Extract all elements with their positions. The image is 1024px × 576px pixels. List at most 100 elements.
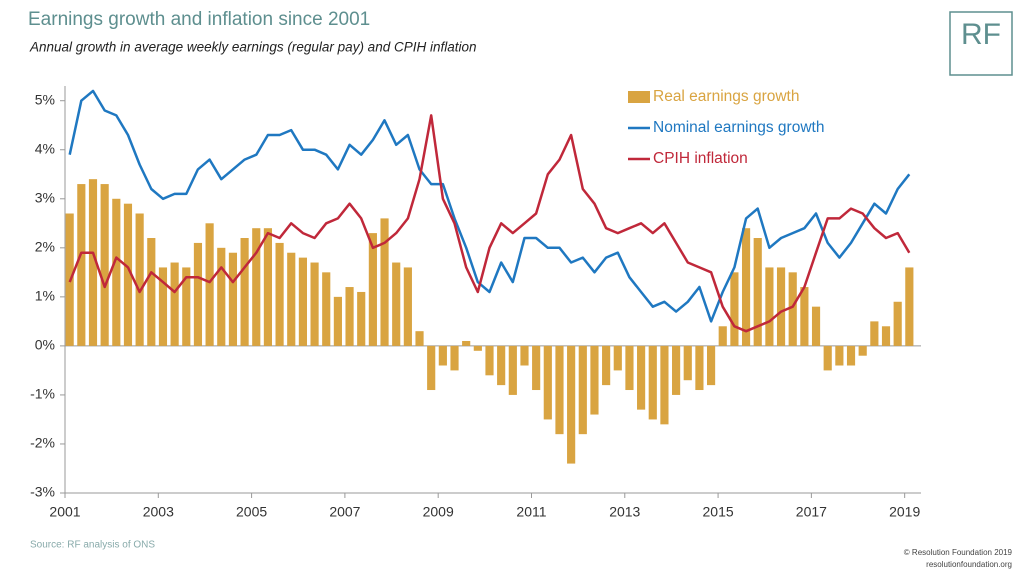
bar xyxy=(497,345,506,386)
bar xyxy=(217,247,226,346)
line xyxy=(68,114,911,333)
bar xyxy=(193,242,203,346)
bar xyxy=(718,326,727,346)
bar xyxy=(695,345,704,391)
bar xyxy=(77,184,86,346)
bar xyxy=(333,296,342,346)
bar xyxy=(205,223,214,346)
bar xyxy=(776,267,786,346)
bar xyxy=(298,257,307,346)
bar xyxy=(182,267,191,346)
x-tick-label: 2017 xyxy=(796,504,827,520)
x-tick-label: 2005 xyxy=(236,504,267,520)
bar xyxy=(147,238,156,346)
bar xyxy=(602,345,611,386)
bar xyxy=(613,345,622,371)
bar xyxy=(450,345,459,371)
bar xyxy=(567,345,576,464)
bar xyxy=(275,242,284,346)
x-tick-label: 2009 xyxy=(423,504,454,520)
bar xyxy=(532,345,541,391)
bar xyxy=(263,228,273,346)
bar xyxy=(578,345,587,435)
bar xyxy=(427,345,436,391)
bar xyxy=(648,345,657,420)
bar xyxy=(368,233,377,346)
bar xyxy=(753,238,762,346)
bar xyxy=(123,203,133,346)
y-tick-label: 3% xyxy=(35,189,55,205)
bar xyxy=(555,345,564,435)
line xyxy=(68,89,911,323)
x-tick-label: 2007 xyxy=(329,504,360,520)
bar xyxy=(683,345,692,381)
bar xyxy=(625,345,634,391)
bar xyxy=(520,345,529,366)
bar xyxy=(473,345,482,351)
bar xyxy=(811,306,821,346)
website: resolutionfoundation.org xyxy=(926,560,1012,569)
y-tick-label: -2% xyxy=(30,435,55,451)
bar xyxy=(788,272,797,346)
bar xyxy=(660,345,669,425)
bar xyxy=(846,345,856,366)
bar xyxy=(800,287,809,346)
bar xyxy=(543,345,552,420)
bar xyxy=(392,262,401,346)
bar xyxy=(835,345,844,366)
x-tick-label: 2015 xyxy=(703,504,734,520)
bar xyxy=(112,198,121,346)
bar xyxy=(707,345,716,386)
bar xyxy=(345,287,354,346)
x-tick-label: 2001 xyxy=(49,504,80,520)
x-tick-label: 2011 xyxy=(516,504,546,520)
x-tick-label: 2003 xyxy=(143,504,174,520)
bar xyxy=(287,252,296,346)
y-tick-label: 5% xyxy=(35,91,55,107)
bar xyxy=(100,184,109,346)
bar xyxy=(438,345,447,366)
bar xyxy=(823,345,832,371)
legend-label: CPIH inflation xyxy=(653,150,748,167)
bar xyxy=(858,345,867,356)
bar xyxy=(135,213,144,346)
x-tick-label: 2019 xyxy=(889,504,920,520)
source: Source: RF analysis of ONS xyxy=(30,540,155,551)
bar xyxy=(893,301,902,346)
y-tick-label: 0% xyxy=(35,337,55,353)
bar xyxy=(765,267,774,346)
copyright: © Resolution Foundation 2019 xyxy=(904,548,1013,557)
bar xyxy=(508,345,517,395)
y-tick-label: -3% xyxy=(30,484,55,500)
logo: RF xyxy=(961,18,1001,51)
bar xyxy=(462,340,471,346)
logo-box xyxy=(949,11,1013,76)
bar xyxy=(485,345,494,376)
y-tick-label: 1% xyxy=(35,288,55,304)
bar xyxy=(240,238,249,346)
bar xyxy=(158,267,168,346)
bar xyxy=(590,345,599,415)
bar xyxy=(730,272,739,346)
y-tick-label: 4% xyxy=(35,140,55,156)
bar xyxy=(310,262,319,346)
legend-label: Nominal earnings growth xyxy=(653,119,824,136)
chart-subtitle: Annual growth in average weekly earnings… xyxy=(29,40,477,55)
bar xyxy=(88,179,98,346)
x-tick-label: 2013 xyxy=(609,504,640,520)
bar xyxy=(870,321,879,346)
y-tick-label: 2% xyxy=(35,239,55,255)
bar xyxy=(672,345,681,395)
bar xyxy=(403,267,412,346)
bar xyxy=(741,228,751,346)
bar xyxy=(170,262,179,346)
bar xyxy=(905,267,914,346)
bar xyxy=(357,291,366,346)
bar xyxy=(380,218,389,346)
bar xyxy=(637,345,646,410)
y-tick-label: -1% xyxy=(30,386,55,402)
bar xyxy=(322,272,331,346)
legend-swatch xyxy=(628,91,650,103)
bar xyxy=(881,326,891,346)
